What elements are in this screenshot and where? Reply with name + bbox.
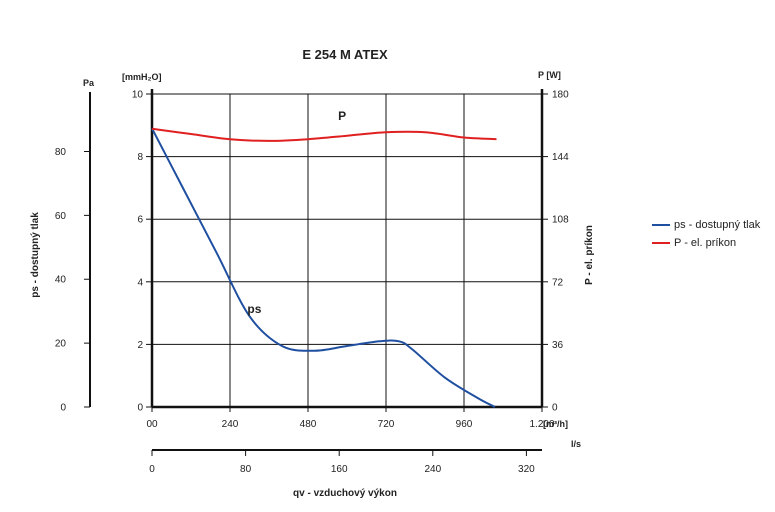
legend-swatch-ps bbox=[652, 224, 670, 226]
x-secondary-tick-label: 320 bbox=[518, 464, 535, 475]
y-right-tick-label: 72 bbox=[552, 277, 564, 288]
y-left-pa-tick-label: 20 bbox=[55, 339, 67, 350]
chart-title: E 254 M ATEX bbox=[302, 47, 388, 62]
y-left-pa-tick-label: 0 bbox=[60, 403, 66, 414]
x-primary-unit: [m³/h] bbox=[543, 419, 568, 429]
y-left-mm-unit: [mmH₂O] bbox=[122, 72, 162, 82]
y-left-pa-tick-label: 80 bbox=[55, 147, 67, 158]
y-left-axis-title: ps - dostupný tlak bbox=[30, 212, 41, 298]
x-secondary-unit: l/s bbox=[571, 439, 581, 449]
x-secondary-tick-label: 0 bbox=[149, 464, 155, 475]
legend: ps - dostupný tlak P - el. príkon bbox=[652, 216, 760, 252]
x-primary-tick-label: 480 bbox=[300, 419, 317, 430]
y-left-mm-tick-label: 0 bbox=[137, 403, 143, 414]
legend-swatch-p bbox=[652, 242, 670, 244]
y-left-pa-unit: Pa bbox=[83, 78, 95, 88]
y-left-mm-tick-label: 8 bbox=[137, 152, 143, 163]
y-right-tick-label: 180 bbox=[552, 90, 569, 101]
curve-label-ps: ps bbox=[247, 302, 261, 316]
y-right-tick-label: 0 bbox=[552, 403, 558, 414]
x-primary-tick-label: 1.200 bbox=[529, 419, 554, 430]
ticks: 0 2 4 6 8 10 0 20 40 60 80 0 36 72 108 144 180 00 240 480 72… bbox=[55, 90, 569, 476]
curve-label-p: P bbox=[338, 109, 346, 123]
x-secondary-tick-label: 80 bbox=[240, 464, 252, 475]
y-right-tick-label: 108 bbox=[552, 215, 569, 226]
legend-item-ps: ps - dostupný tlak bbox=[652, 216, 760, 234]
x-primary-tick-label: 720 bbox=[378, 419, 395, 430]
y-left-pa-tick-label: 40 bbox=[55, 275, 67, 286]
x-axis-title: qv - vzduchový výkon bbox=[293, 488, 397, 499]
y-left-pa-tick-label: 60 bbox=[55, 211, 67, 222]
y-left-mm-tick-label: 4 bbox=[137, 277, 143, 288]
x-primary-tick-label: 240 bbox=[222, 419, 239, 430]
y-right-tick-label: 36 bbox=[552, 340, 564, 351]
legend-label-p: P - el. príkon bbox=[674, 237, 737, 249]
y-right-tick-label: 144 bbox=[552, 152, 569, 163]
x-secondary-tick-label: 160 bbox=[331, 464, 348, 475]
x-secondary-tick-label: 240 bbox=[424, 464, 441, 475]
series-line-p bbox=[151, 127, 497, 142]
y-left-mm-tick-label: 2 bbox=[137, 340, 143, 351]
y-left-mm-tick-label: 10 bbox=[132, 90, 144, 101]
y-right-unit: P [W] bbox=[538, 70, 561, 80]
x-primary-tick-label: 00 bbox=[146, 419, 158, 430]
legend-label-ps: ps - dostupný tlak bbox=[674, 219, 761, 231]
grid bbox=[152, 93, 542, 407]
series: ps P bbox=[151, 109, 497, 408]
y-left-mm-tick-label: 6 bbox=[137, 215, 143, 226]
legend-item-p: P - el. príkon bbox=[652, 234, 760, 252]
x-primary-tick-label: 960 bbox=[456, 419, 473, 430]
series-line-ps bbox=[151, 127, 496, 408]
y-right-axis-title: P - el. príkon bbox=[584, 225, 595, 285]
